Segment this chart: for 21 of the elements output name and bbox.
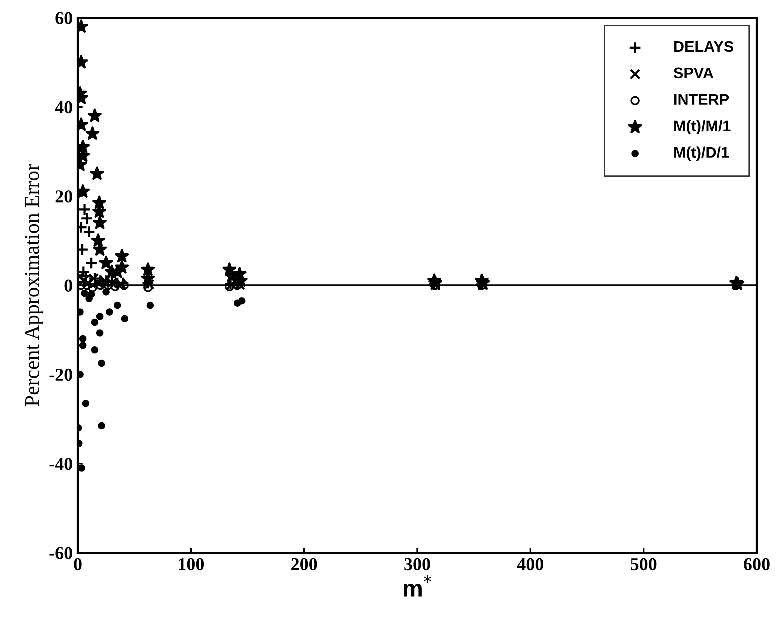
x-tick-label: 500 — [631, 558, 657, 571]
x-tick-label: 300 — [404, 558, 430, 571]
y-tick-label: 40 — [55, 101, 72, 114]
y-tick-label: -60 — [50, 547, 72, 560]
legend-label: INTERP — [674, 94, 730, 105]
y-tick-label: -40 — [50, 458, 72, 470]
x-tick-label: 200 — [292, 558, 318, 571]
y-tick-label: 60 — [56, 12, 72, 24]
x-tick-label: 100 — [179, 558, 204, 571]
y-tick-label: -20 — [50, 368, 72, 382]
x-axis-title: m$^{*}$ — [404, 575, 432, 597]
legend-label: DELAYS — [674, 41, 734, 52]
y-tick-label: 20 — [56, 190, 72, 203]
x-tick-label: 400 — [517, 558, 544, 571]
legend-label: M(t)/D/1 — [674, 146, 730, 162]
y-tick-label: 0 — [64, 280, 72, 292]
legend-label: SPVA — [674, 68, 714, 79]
x-tick-label: 600 — [744, 558, 770, 571]
x-tick-label: 0 — [74, 558, 82, 571]
legend-label: M(t)/M/1 — [674, 120, 731, 135]
y-axis-title: Percent Approximation Error — [25, 164, 44, 406]
